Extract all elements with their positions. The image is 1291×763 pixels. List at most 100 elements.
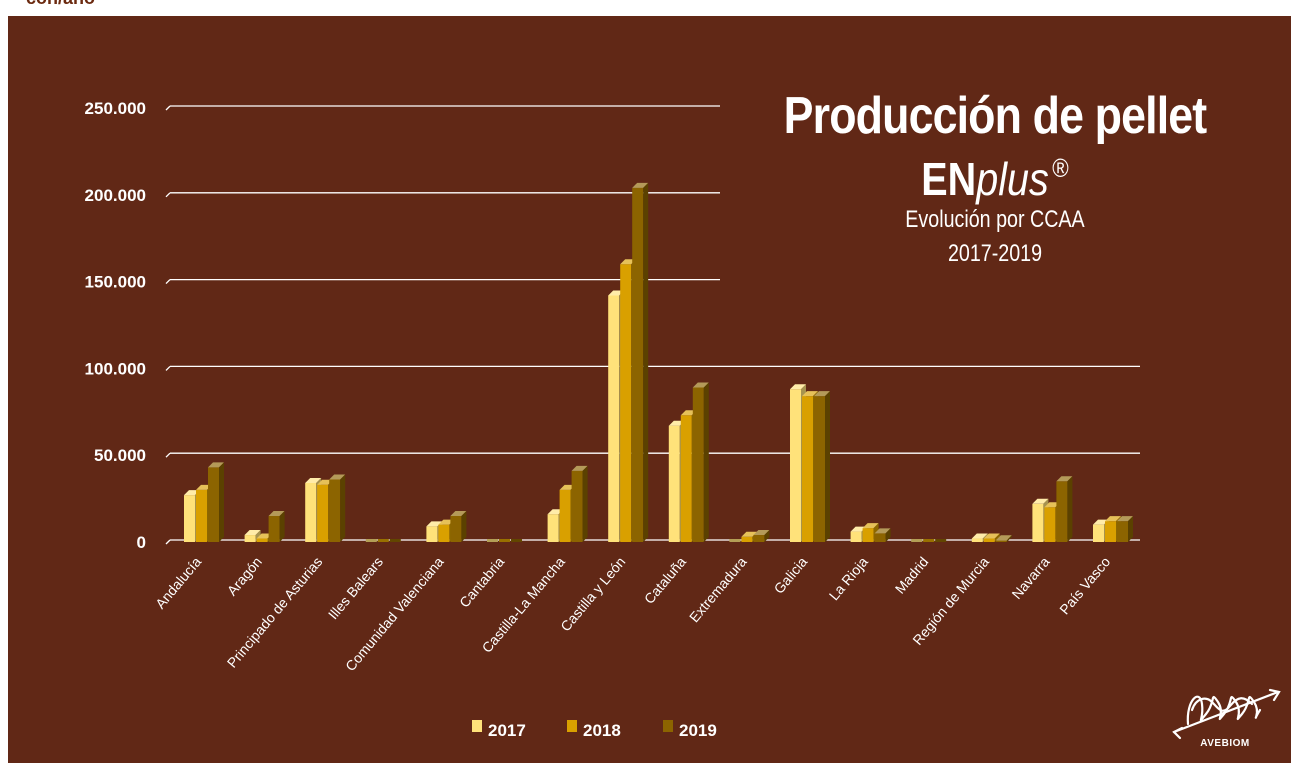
bar-top [1105, 516, 1121, 522]
legend-label: 2017 [488, 721, 526, 740]
bar-2019 [632, 182, 649, 542]
bar-2017 [487, 539, 498, 542]
bar-front [1056, 481, 1068, 542]
bar-top [208, 462, 224, 468]
bar-2019 [935, 539, 947, 542]
y-tick-label: 0 [137, 533, 146, 552]
bar-front [426, 526, 438, 542]
bar-front [571, 470, 583, 542]
x-tick-label: Galicia [771, 553, 811, 596]
gridline-depth [165, 192, 171, 198]
legend-label: 2018 [583, 721, 621, 740]
brand-italic: plus [976, 153, 1049, 205]
bar-front [850, 531, 862, 542]
brand-bold: EN [921, 153, 977, 205]
bar-front [862, 528, 874, 542]
bar-side [703, 382, 709, 542]
bar-front [377, 539, 389, 542]
bar-2019 [1117, 516, 1133, 542]
bar-2019 [814, 391, 830, 542]
y-tick-label: 200.000 [85, 186, 146, 205]
y-axis-ticks: 0 50.000 100.000 150.000 200.000 250.000 [85, 99, 146, 552]
bar-top [971, 533, 988, 539]
bar-side [764, 530, 770, 542]
avebiom-logo: AVEBIOM [1166, 680, 1286, 752]
legend-swatch [472, 720, 482, 732]
bar-front [365, 539, 377, 542]
legend-swatch [663, 720, 673, 732]
bar-front [692, 387, 704, 542]
y-tick-label: 100.000 [85, 359, 146, 378]
bar-top [814, 391, 830, 397]
bar-side [885, 528, 891, 542]
bar-front [317, 484, 329, 542]
bar-2019 [571, 465, 588, 542]
bar-front [499, 539, 510, 542]
bar-side [994, 533, 1000, 542]
bar-top [983, 533, 1000, 539]
bar-front [305, 482, 317, 542]
bar-side [1006, 535, 1012, 542]
bar-2017 [365, 539, 377, 542]
bar-top [244, 530, 261, 536]
bar-front [608, 295, 620, 542]
bar-top [1056, 476, 1073, 482]
bar-front [874, 533, 886, 542]
bar-2019 [450, 510, 467, 542]
bar-top [802, 391, 818, 397]
bar-top [268, 510, 285, 516]
x-tick-label: Madrid [892, 554, 932, 597]
legend: 2017 2018 2019 [472, 720, 717, 740]
bar-2019 [753, 530, 770, 542]
bar-side [582, 465, 588, 542]
bar-side [1128, 516, 1133, 542]
bar-top [1032, 498, 1049, 504]
x-tick-label: Illes Balears [325, 554, 386, 623]
bar-2018 [377, 539, 389, 542]
bar-side [643, 182, 649, 542]
bar-2018 [923, 539, 935, 542]
bar-2019 [1056, 476, 1073, 542]
x-tick-label: País Vasco [1056, 553, 1113, 617]
bar-front [1032, 503, 1044, 542]
bar-2019 [692, 382, 709, 542]
bar-front [389, 539, 401, 542]
bar-2019 [995, 535, 1012, 542]
x-tick-label: La Rioja [826, 553, 871, 603]
gridline-depth [165, 365, 171, 371]
bar-top [1117, 516, 1133, 522]
bar-front [935, 539, 947, 542]
bar-front [184, 495, 195, 542]
bar-side [219, 462, 224, 542]
x-tick-label: Cataluña [641, 553, 689, 606]
gridline-depth [165, 539, 171, 545]
logo-text: AVEBIOM [1200, 738, 1250, 749]
bar-2019 [874, 528, 891, 542]
bar-side [825, 391, 830, 542]
x-tick-label: Castilla y León [557, 554, 628, 635]
bar-front [790, 389, 801, 542]
gridline-depth [165, 279, 171, 285]
x-tick-label: Aragón [224, 554, 265, 599]
bar-2019 [389, 539, 401, 542]
bar-2019 [268, 510, 285, 542]
y-tick-label: 150.000 [85, 273, 146, 292]
chart-panel [8, 16, 1291, 763]
bar-front [487, 539, 498, 542]
bar-front [995, 540, 1007, 542]
bar-front [268, 515, 280, 542]
gridline-depth [165, 452, 171, 458]
chart-title-block: Producción de pellet ENplus ® Evolución p… [700, 88, 1290, 271]
bar-front [971, 538, 983, 542]
bar-side [1067, 476, 1073, 542]
x-tick-label: Extremadura [686, 553, 750, 625]
bar-top [874, 528, 891, 534]
bar-2018 [983, 533, 1000, 542]
legend-swatch [567, 720, 577, 732]
bar-top [995, 535, 1012, 541]
bar-front [438, 524, 450, 542]
bar-front [668, 425, 680, 542]
bar-2019 [329, 474, 346, 542]
chart-subtitle-line2: 2017-2019 [947, 240, 1043, 267]
